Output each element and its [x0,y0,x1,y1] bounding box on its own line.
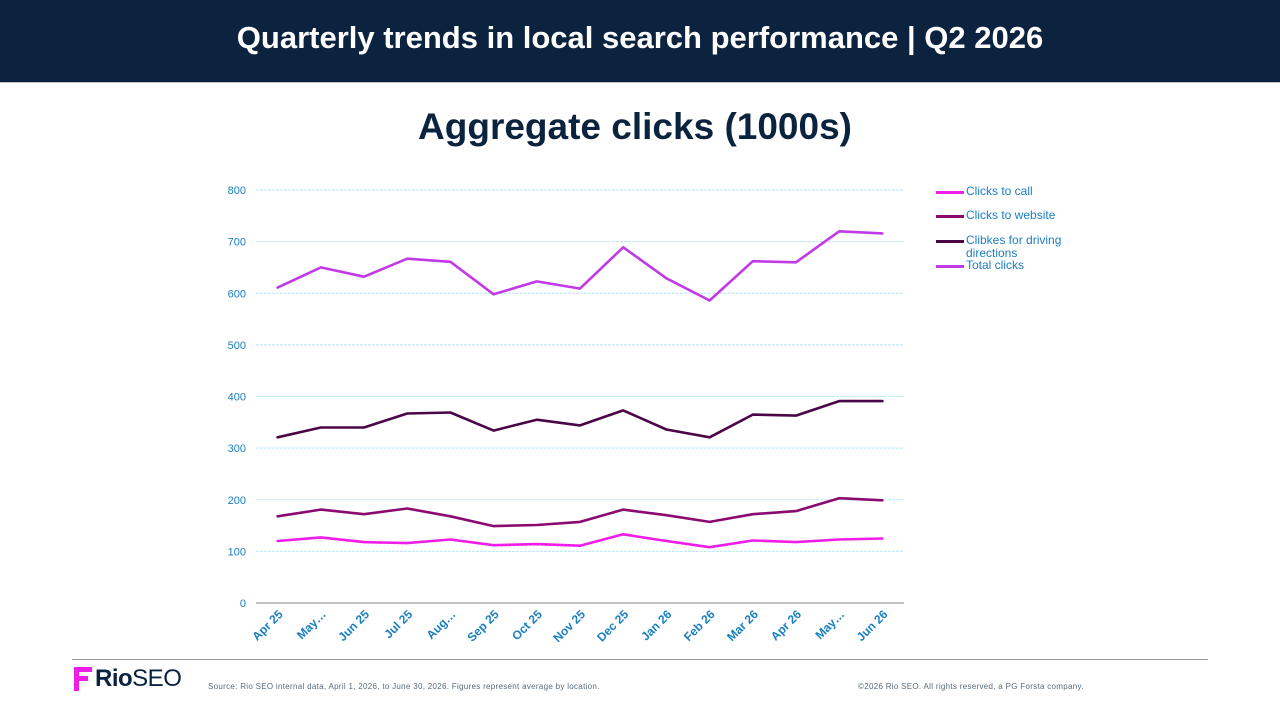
x-tick-label: Nov 25 [550,607,588,645]
footer-divider [72,659,1208,660]
y-tick-label: 600 [228,288,246,300]
header-bar: Quarterly trends in local search perform… [0,0,1280,83]
legend-swatch [936,265,964,268]
series-line-2 [276,496,884,528]
legend-swatch [936,191,964,194]
y-tick-label: 400 [228,392,246,404]
legend-label: Total clicks [966,258,1025,272]
x-tick-label: Jan 26 [638,607,675,644]
logo-wordmark-bold: Rio [95,665,133,692]
rio-logo-mark-icon [74,667,92,691]
copyright-note: ©2026 Rio SEO. All rights reserved, a PG… [858,682,1084,691]
rio-seo-logo: RioSEO [74,666,204,692]
logo-wordmark: RioSEO [95,665,182,692]
x-tick-label: Dec 25 [594,607,631,644]
y-tick-label: 0 [240,598,246,610]
x-tick-label: May… [294,607,329,642]
x-tick-label: Jun 26 [854,607,891,644]
page-title: Quarterly trends in local search perform… [236,20,1044,55]
legend-label: Clicks to website [966,208,1056,222]
legend-label: Clibkes for driving directions [966,233,1062,260]
legend-swatch [936,215,964,218]
y-tick-label: 800 [228,185,246,197]
logo-wordmark-light: SEO [132,665,182,692]
legend-swatch [936,240,964,243]
x-tick-label: Sep 25 [464,607,501,644]
x-tick-label: Jul 25 [381,607,415,641]
y-tick-label: 200 [228,495,246,507]
series-line-1 [276,532,884,549]
y-tick-label: 500 [228,340,246,352]
source-note: Source: Rio SEO internal data, April 1, … [208,682,600,691]
series-line-3 [276,399,884,439]
series-line-4 [276,230,884,302]
x-tick-label: Jun 25 [335,607,372,644]
x-tick-label: Oct 25 [509,607,545,643]
legend-label: Clicks to call [966,184,1033,198]
chart-title: Aggregate clicks (1000s) [418,106,852,147]
y-tick-label: 300 [228,443,246,455]
x-tick-label: Aug… [424,607,459,642]
x-tick-label: Feb 26 [681,607,718,644]
x-tick-label: Mar 26 [724,607,761,644]
x-tick-label: May… [812,607,847,642]
x-tick-label: Apr 25 [249,607,286,644]
y-tick-label: 100 [228,546,246,558]
x-tick-label: Apr 26 [768,607,805,644]
y-tick-label: 700 [228,237,246,249]
